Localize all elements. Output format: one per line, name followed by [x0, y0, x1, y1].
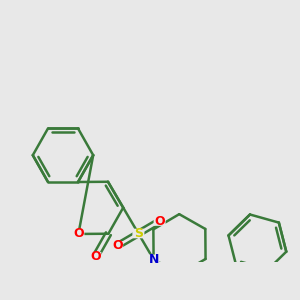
Text: N: N: [148, 253, 159, 266]
FancyBboxPatch shape: [111, 241, 123, 251]
FancyBboxPatch shape: [72, 229, 84, 239]
FancyBboxPatch shape: [154, 216, 166, 226]
FancyBboxPatch shape: [148, 255, 160, 264]
Text: O: O: [73, 227, 84, 241]
Text: O: O: [112, 239, 122, 253]
Text: O: O: [90, 250, 101, 263]
Text: O: O: [154, 214, 165, 227]
FancyBboxPatch shape: [89, 252, 101, 262]
Text: S: S: [134, 227, 143, 240]
FancyBboxPatch shape: [132, 229, 144, 238]
